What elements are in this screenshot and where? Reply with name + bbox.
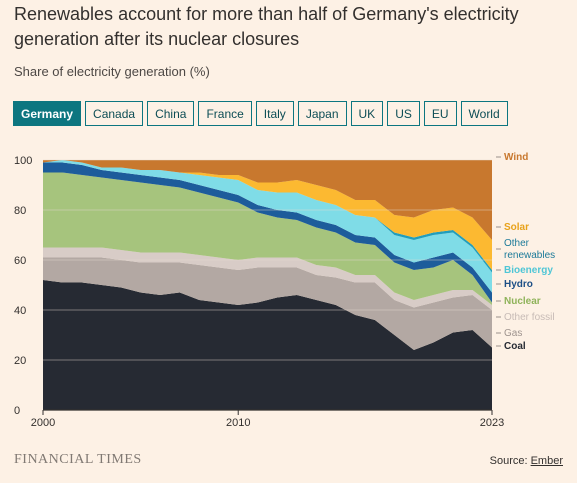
legend-label-other-renewables: Other renewables (504, 238, 555, 261)
tab-canada[interactable]: Canada (85, 101, 144, 126)
tab-uk[interactable]: UK (350, 101, 384, 126)
legend-label-bioenergy: Bioenergy (504, 265, 553, 276)
area-wind (43, 160, 492, 240)
tab-japan[interactable]: Japan (297, 101, 347, 126)
country-tabs: Germany Canada China France Italy Japan UK US EU… (13, 101, 508, 126)
y-tick-label: 60 (14, 255, 26, 267)
x-tick-label: 2010 (226, 417, 250, 429)
x-tick-label: 2023 (480, 417, 504, 429)
legend-label-coal: Coal (504, 341, 526, 352)
legend-label-solar: Solar (504, 222, 529, 233)
x-tick-label: 2000 (31, 417, 55, 429)
source-link[interactable]: Ember (530, 455, 563, 467)
source-prefix: Source: (489, 455, 531, 467)
legend-label-hydro: Hydro (504, 279, 533, 290)
legend-label-wind: Wind (504, 152, 528, 163)
tab-china[interactable]: China (147, 101, 195, 126)
chart-title: Renewables account for more than half of… (14, 4, 519, 49)
area-nuclear (43, 172, 492, 305)
source-note: Source: Ember (490, 455, 563, 467)
tab-germany[interactable]: Germany (13, 101, 82, 126)
y-tick-label: 20 (14, 355, 26, 367)
legend-label-other-fossil: Other fossil (504, 312, 555, 323)
tab-world[interactable]: World (460, 101, 508, 126)
tab-france[interactable]: France (198, 101, 252, 126)
chart-subtitle: Share of electricity generation (%) (14, 64, 210, 79)
y-tick-label: 40 (14, 305, 26, 317)
tab-us[interactable]: US (387, 101, 420, 126)
tab-eu[interactable]: EU (423, 101, 457, 126)
y-tick-label: 80 (14, 205, 26, 217)
y-tick-label: 100 (14, 155, 32, 167)
legend-label-gas: Gas (504, 328, 522, 339)
legend-label-nuclear: Nuclear (504, 296, 541, 307)
area-gas (43, 257, 492, 350)
area-coal (43, 280, 492, 410)
y-tick-label: 0 (14, 405, 20, 417)
tab-italy[interactable]: Italy (255, 101, 294, 126)
stacked-area-chart: 0 20 40 60 80 100 2000 2010 2023 Wind Solar Other re… (14, 152, 555, 429)
ft-logo: FINANCIAL TIMES (14, 452, 142, 467)
